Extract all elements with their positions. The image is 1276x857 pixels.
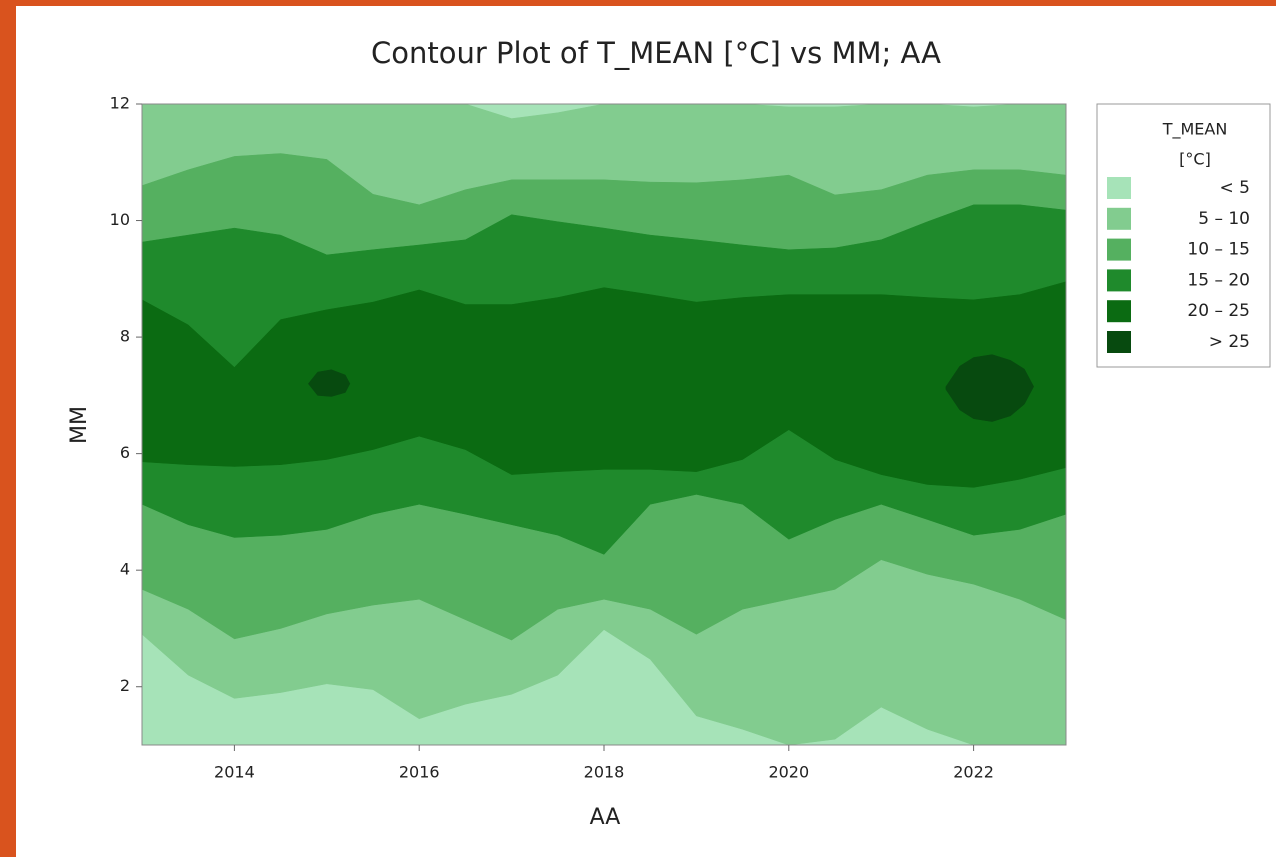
x-axis-label: AA xyxy=(590,805,621,830)
x-tick-label: 2014 xyxy=(214,763,255,782)
legend xyxy=(1096,103,1271,368)
legend-swatch xyxy=(1107,238,1131,261)
y-tick-label: 2 xyxy=(120,676,130,695)
legend-label: 10 – 15 xyxy=(1187,240,1250,260)
plot-area xyxy=(141,103,1067,746)
legend-swatch xyxy=(1107,177,1131,199)
legend-title: T_MEAN xyxy=(1162,120,1228,140)
legend-label: > 25 xyxy=(1209,332,1250,352)
x-tick-label: 2018 xyxy=(584,763,625,782)
x-tick-label: 2022 xyxy=(953,763,994,782)
y-tick-label: 10 xyxy=(110,210,130,229)
legend-swatch xyxy=(1107,300,1131,323)
y-tick-label: 4 xyxy=(120,560,130,579)
contour-band xyxy=(945,354,1034,422)
x-tick-label: 2020 xyxy=(768,763,809,782)
legend-swatch xyxy=(1107,207,1131,230)
legend-swatch xyxy=(1107,269,1131,292)
y-axis-label: MM xyxy=(67,406,92,444)
legend-label: 5 – 10 xyxy=(1198,209,1250,229)
contour-band xyxy=(307,369,351,397)
y-tick-label: 12 xyxy=(110,94,130,113)
y-tick-label: 8 xyxy=(120,327,130,346)
x-tick-label: 2016 xyxy=(399,763,440,782)
y-tick-label: 6 xyxy=(120,443,130,462)
legend-label: 15 – 20 xyxy=(1187,270,1250,290)
legend-label: 20 – 25 xyxy=(1187,301,1250,321)
legend-label: < 5 xyxy=(1220,178,1250,198)
legend-title: [°C] xyxy=(1179,150,1211,169)
chart-title: Contour Plot of T_MEAN [°C] vs MM; AA xyxy=(371,36,941,70)
legend-swatch xyxy=(1107,331,1131,353)
